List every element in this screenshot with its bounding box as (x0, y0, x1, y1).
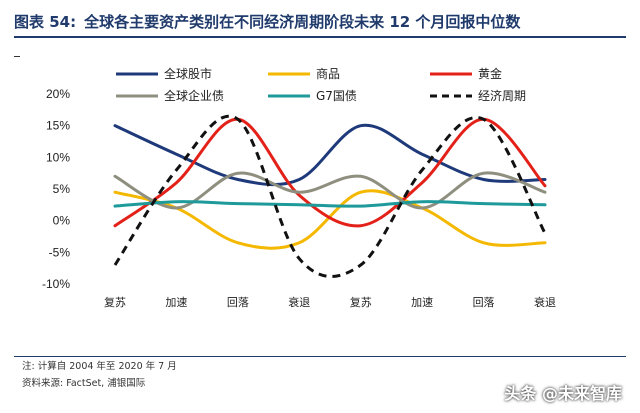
y-tick-label: 20% (46, 87, 70, 101)
title-divider (14, 36, 626, 38)
legend-label: G7国债 (316, 89, 357, 103)
x-tick-label: 回落 (473, 296, 495, 309)
series-lines (113, 114, 547, 278)
source-note: 资料来源: FactSet, 浦银国际 (22, 378, 146, 389)
notes-divider (14, 356, 626, 357)
y-axis: 20% 15% 10% 5% 0% -5% -10% (42, 87, 70, 291)
y-tick-label: 5% (53, 182, 71, 196)
series-line-4 (113, 200, 547, 208)
legend-label: 经济周期 (478, 88, 526, 103)
series-line-3 (113, 171, 547, 210)
notes-block: 注: 计算自 2004 年至 2020 年 7 月 资料来源: FactSet,… (22, 358, 462, 392)
x-tick-label: 复苏 (104, 295, 126, 309)
x-tick-label: 回落 (227, 296, 249, 309)
series-line-0 (113, 123, 547, 187)
series-line-2 (113, 117, 547, 228)
calculation-note: 注: 计算自 2004 年至 2020 年 7 月 (22, 361, 177, 372)
y-tick-label: 10% (46, 150, 70, 164)
x-tick-label: 衰退 (288, 295, 310, 309)
figure-number: 图表 54: (14, 12, 77, 31)
legend-label: 商品 (316, 66, 340, 81)
watermark: 头条 @未来智库 (504, 384, 622, 403)
x-axis: 复苏 加速 回落 衰退 复苏 加速 回落 衰退 (104, 295, 556, 309)
x-tick-label: 加速 (165, 296, 187, 309)
legend-label: 全球股市 (164, 66, 212, 81)
legend-label: 黄金 (478, 66, 502, 81)
x-tick-label: 加速 (411, 296, 433, 309)
y-tick-label: -10% (42, 277, 70, 291)
y-tick-label: -5% (49, 245, 71, 259)
figure-title: 全球各主要资产类别在不同经济周期阶段未来 12 个月回报中位数 (84, 12, 521, 31)
series-line-5 (113, 114, 547, 278)
x-tick-label: 复苏 (350, 295, 372, 309)
figure-title-bar: 图表 54: 全球各主要资产类别在不同经济周期阶段未来 12 个月回报中位数 (14, 8, 626, 34)
legend-label: 全球企业债 (164, 88, 224, 103)
y-tick-label: 0% (53, 214, 71, 228)
small-dash-mark (14, 56, 20, 57)
y-tick-label: 15% (46, 119, 70, 133)
x-tick-label: 衰退 (534, 295, 556, 309)
